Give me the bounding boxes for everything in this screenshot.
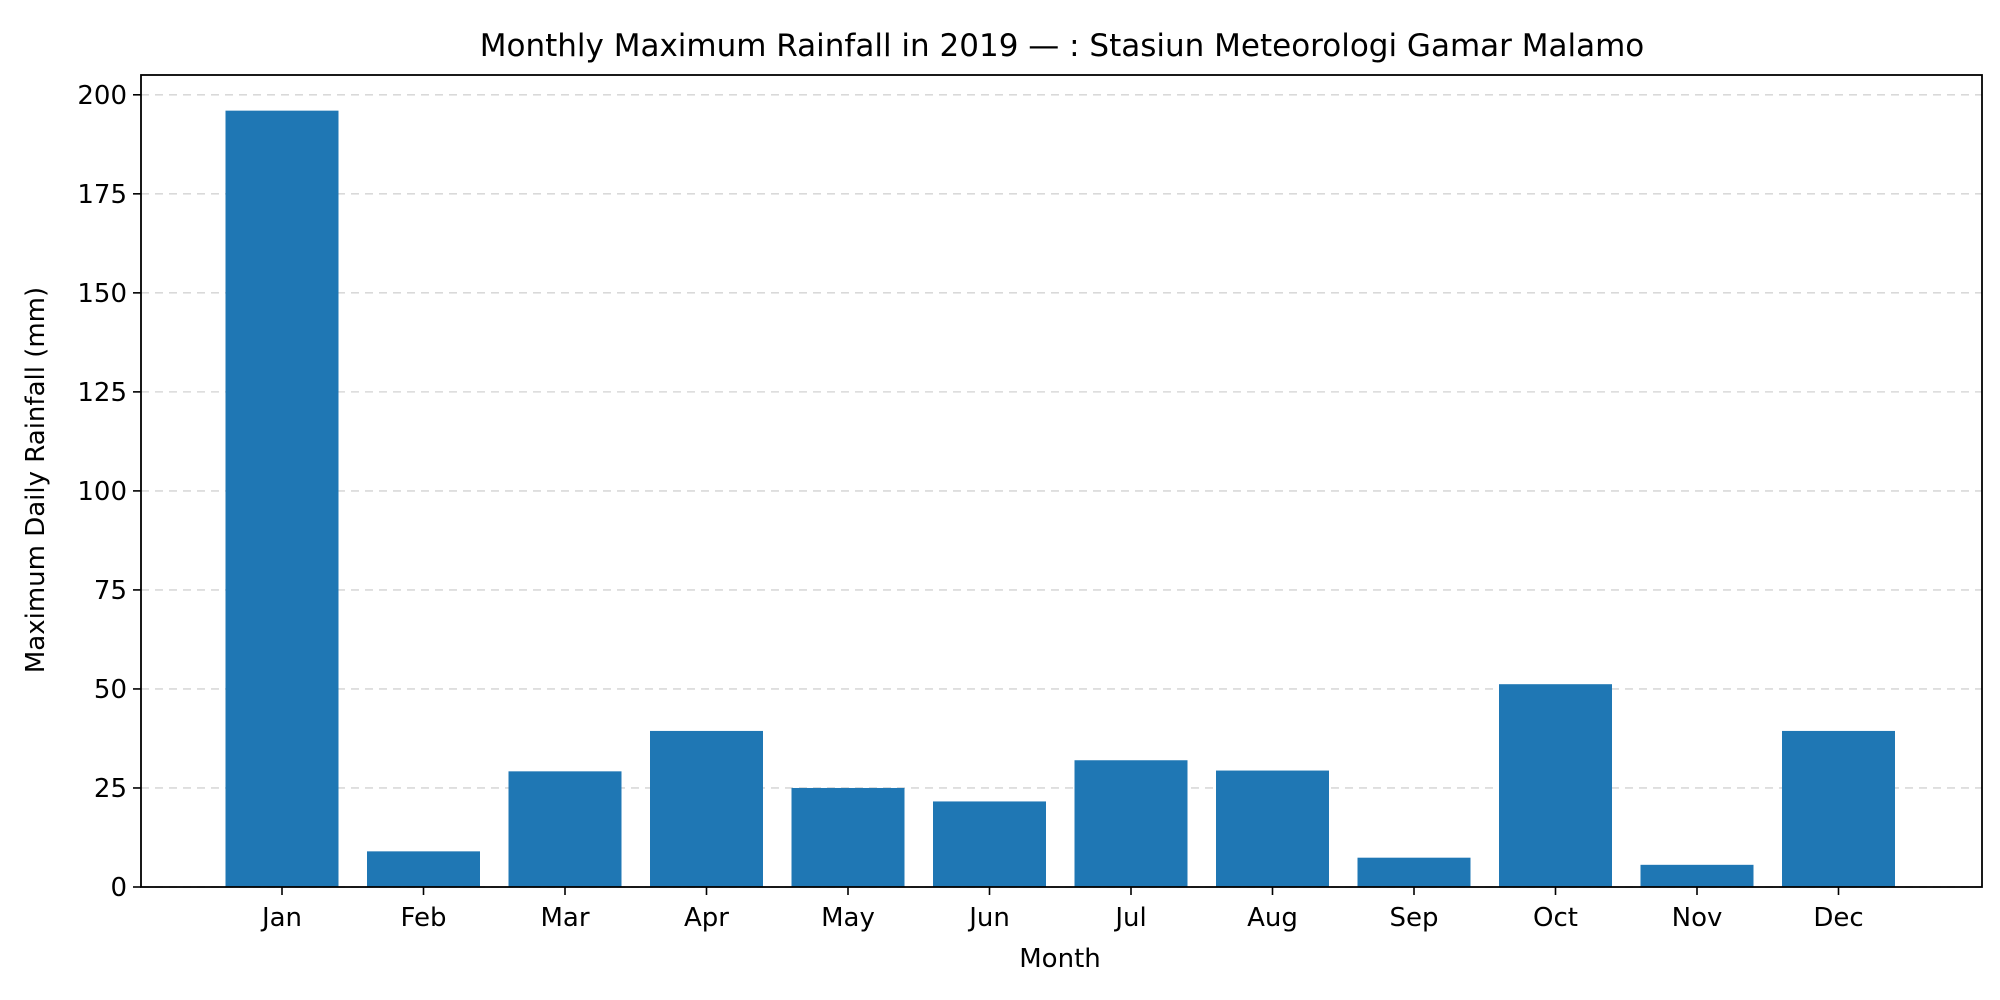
y-tick-label: 125 <box>77 378 127 408</box>
x-tick-label: Jun <box>967 903 1010 933</box>
y-tick-label: 150 <box>77 279 127 309</box>
axes <box>140 74 1983 888</box>
bar-jan <box>225 110 339 887</box>
plot-frame <box>140 74 1983 888</box>
y-tick-label: 50 <box>94 675 127 705</box>
ticks: 0 25 50 75 100 125 150 175 200 Jan Feb Mar Apr May Jun… <box>77 81 1863 933</box>
x-tick-label: Feb <box>400 903 446 933</box>
bar-apr <box>650 730 763 887</box>
x-tick-label: Apr <box>684 903 729 933</box>
bar-aug <box>1216 770 1329 887</box>
y-tick-label: 100 <box>77 477 127 507</box>
bar-mar <box>508 771 622 887</box>
x-tick-label: Mar <box>540 903 589 933</box>
x-tick-label: Dec <box>1813 903 1863 933</box>
bars <box>225 110 1895 887</box>
bar-jul <box>1074 760 1188 887</box>
x-tick-label: Jul <box>1113 903 1146 933</box>
y-tick-label: 0 <box>110 873 127 903</box>
y-tick-label: 200 <box>77 81 127 111</box>
grid-lines <box>141 94 1982 888</box>
bar-nov <box>1640 864 1754 887</box>
bar-jun <box>933 801 1046 887</box>
x-tick-label: Sep <box>1389 903 1438 933</box>
x-axis-label: Month <box>1019 944 1101 974</box>
y-tick-label: 25 <box>94 774 127 804</box>
y-axis-label: Maximum Daily Rainfall (mm) <box>21 287 51 673</box>
bar-dec <box>1782 730 1895 887</box>
x-tick-label: Nov <box>1672 903 1723 933</box>
x-tick-label: Oct <box>1533 903 1578 933</box>
y-tick-label: 75 <box>94 576 127 606</box>
bar-oct <box>1499 684 1612 887</box>
bar-feb <box>367 851 480 887</box>
x-tick-label: May <box>821 903 875 933</box>
y-tick-label: 175 <box>77 180 127 210</box>
bar-sep <box>1357 857 1471 887</box>
bar-may <box>791 787 905 887</box>
x-tick-label: Aug <box>1247 903 1298 933</box>
x-tick-label: Jan <box>260 903 302 933</box>
chart-title: Monthly Maximum Rainfall in 2019 — : Sta… <box>480 28 1645 64</box>
